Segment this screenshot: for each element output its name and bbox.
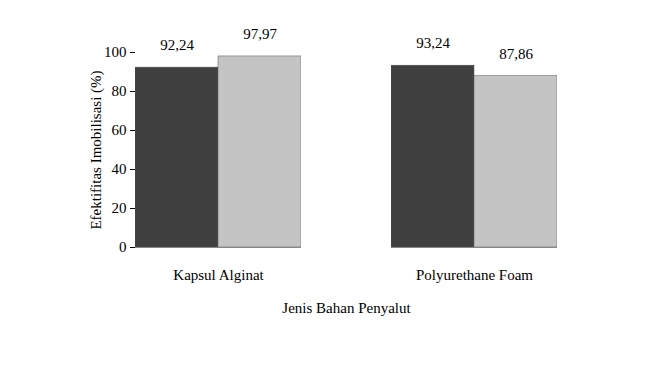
svg-text:40: 40 (112, 161, 127, 177)
svg-text:Efektifitas Imobilisasi (%): Efektifitas Imobilisasi (%) (88, 70, 105, 229)
svg-text:97,97: 97,97 (243, 26, 277, 42)
svg-text:Kapsul Alginat: Kapsul Alginat (173, 267, 264, 283)
svg-text:100: 100 (104, 44, 127, 60)
svg-text:0: 0 (119, 239, 127, 255)
svg-text:93,24: 93,24 (416, 35, 450, 51)
svg-text:Polyurethane Foam: Polyurethane Foam (416, 267, 533, 283)
svg-text:20: 20 (112, 200, 127, 216)
svg-text:87,86: 87,86 (499, 46, 533, 62)
svg-text:Jenis Bahan Penyalut: Jenis Bahan Penyalut (282, 300, 411, 316)
svg-text:80: 80 (112, 83, 127, 99)
svg-text:60: 60 (112, 122, 127, 138)
svg-text:92,24: 92,24 (160, 37, 194, 53)
